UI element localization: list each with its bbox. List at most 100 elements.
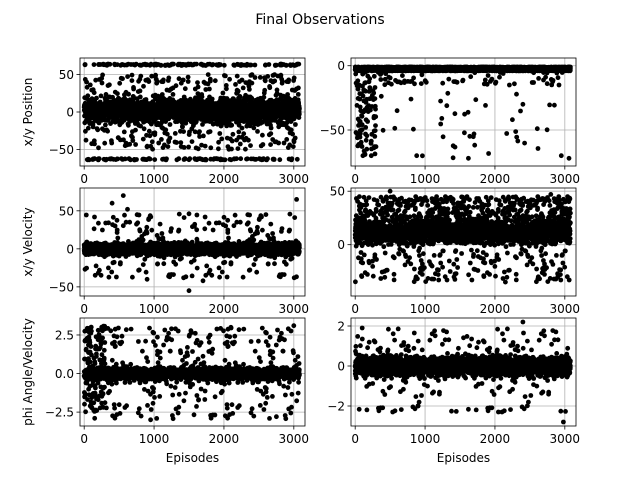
data-point: [452, 144, 458, 150]
data-point: [289, 156, 295, 162]
data-point: [186, 144, 192, 150]
data-point: [161, 77, 166, 83]
data-point: [187, 156, 193, 162]
data-point: [163, 127, 169, 133]
data-point: [212, 78, 218, 84]
data-point: [156, 140, 162, 146]
data-point: [278, 72, 284, 78]
data-point: [297, 105, 302, 111]
data-point: [359, 144, 365, 149]
data-point: [203, 87, 209, 92]
data-point: [92, 156, 97, 162]
data-point: [239, 125, 245, 131]
data-point: [146, 128, 152, 134]
x-tick-label: 3000: [279, 172, 310, 186]
data-point: [121, 137, 126, 143]
data-point: [199, 142, 205, 148]
data-point: [176, 156, 182, 162]
data-point: [446, 76, 452, 82]
data-point: [265, 74, 271, 79]
data-point: [293, 122, 298, 127]
data-point: [211, 156, 216, 162]
data-point: [154, 79, 160, 84]
data-point: [260, 142, 266, 147]
data-point: [217, 131, 223, 136]
data-point: [91, 62, 97, 67]
data-point: [236, 129, 242, 135]
data-point: [268, 131, 274, 137]
data-point: [103, 122, 108, 128]
data-point: [284, 62, 289, 68]
data-point: [176, 76, 182, 82]
data-point: [102, 62, 108, 68]
data-point: [111, 156, 116, 162]
data-point: [465, 109, 471, 115]
y-tick-label: −50: [49, 143, 74, 157]
data-point: [440, 80, 446, 86]
x-tick-label: 2000: [209, 172, 240, 186]
data-point: [86, 156, 91, 162]
data-point: [224, 86, 229, 92]
data-point: [210, 62, 216, 67]
data-point: [218, 62, 223, 68]
data-point: [265, 156, 270, 162]
data-point: [359, 122, 365, 128]
data-point: [371, 90, 377, 96]
data-point: [208, 145, 214, 151]
data-point: [357, 104, 363, 110]
data-point: [249, 72, 255, 77]
data-point: [444, 103, 450, 109]
data-point: [167, 122, 173, 127]
data-point: [197, 129, 202, 135]
data-point: [237, 62, 243, 68]
data-point: [274, 62, 279, 68]
data-point: [207, 129, 213, 135]
data-point: [368, 107, 373, 113]
data-point: [195, 146, 201, 152]
data-point: [233, 82, 238, 87]
data-point: [252, 75, 258, 80]
data-point: [223, 73, 228, 79]
data-point: [276, 140, 281, 146]
data-point: [140, 136, 146, 142]
data-point: [126, 91, 131, 97]
data-point: [452, 111, 458, 117]
data-point: [249, 95, 255, 101]
data-point: [158, 62, 164, 68]
data-point: [473, 97, 479, 103]
data-point: [125, 74, 130, 79]
data-point: [248, 62, 254, 68]
data-point: [83, 137, 89, 143]
data-point: [182, 86, 188, 92]
data-point: [133, 142, 139, 147]
data-point: [294, 156, 300, 162]
data-point: [290, 131, 295, 137]
data-point: [462, 130, 467, 136]
data-point: [182, 156, 188, 162]
data-point: [95, 127, 101, 133]
data-point: [235, 146, 241, 152]
data-point: [229, 122, 235, 128]
data-point: [129, 78, 135, 83]
scatter-series: [81, 61, 302, 163]
data-point: [364, 146, 370, 152]
data-point: [271, 157, 277, 162]
data-point: [292, 135, 298, 141]
data-point: [178, 140, 184, 146]
data-point: [105, 128, 110, 134]
data-point: [180, 124, 185, 130]
data-point: [468, 74, 474, 80]
data-point: [199, 94, 205, 100]
data-point: [121, 129, 127, 135]
data-point: [423, 79, 429, 85]
data-point: [262, 87, 268, 93]
data-point: [180, 77, 186, 83]
data-point: [372, 128, 378, 134]
data-point: [192, 129, 198, 135]
data-point: [268, 125, 274, 131]
data-point: [152, 130, 158, 136]
data-point: [261, 94, 267, 100]
data-point: [373, 123, 378, 128]
